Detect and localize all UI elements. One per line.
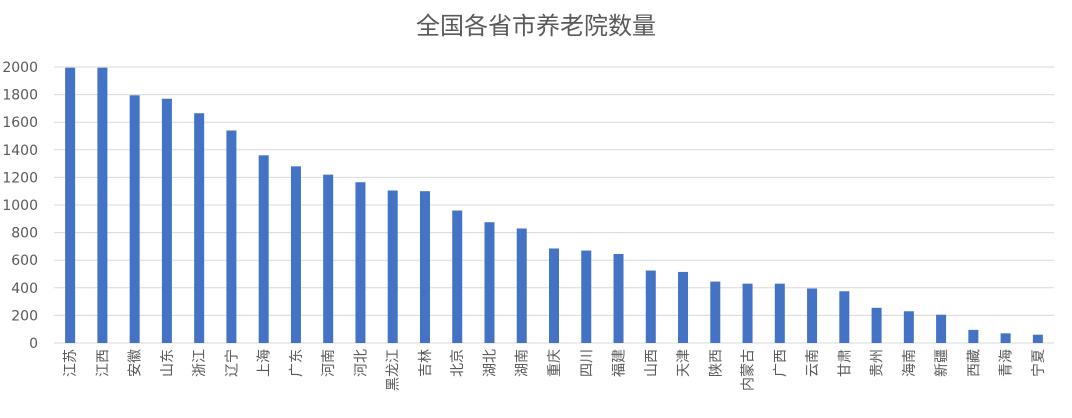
x-tick-label: 山东 (160, 349, 176, 377)
x-tick-label: 西藏 (966, 349, 982, 377)
x-tick-label: 重庆 (547, 349, 563, 377)
x-tick-label: 宁夏 (1030, 349, 1047, 377)
x-tick-label: 湖北 (482, 349, 498, 377)
y-tick-label: 1400 (2, 143, 38, 159)
y-tick-label: 600 (11, 253, 38, 269)
bar (871, 307, 882, 343)
y-tick-label: 2000 (2, 60, 38, 76)
x-tick-label: 辽宁 (223, 349, 240, 377)
bar (710, 281, 721, 343)
bar (258, 155, 269, 343)
x-tick-label: 天津 (676, 349, 692, 377)
bar (194, 113, 205, 343)
bar (129, 95, 140, 343)
bar (355, 182, 366, 343)
x-tick-label: 安徽 (128, 349, 144, 377)
x-tick-label: 四川 (579, 349, 595, 377)
x-tick-label: 上海 (257, 349, 273, 377)
x-tick-label: 北京 (450, 349, 466, 377)
x-tick-label: 广东 (289, 349, 305, 377)
x-tick-label: 甘肃 (837, 349, 853, 377)
y-tick-label: 200 (11, 308, 38, 324)
bar (323, 174, 334, 343)
bar (452, 210, 463, 343)
x-tick-label: 新疆 (934, 349, 950, 377)
x-tick-label: 江苏 (63, 349, 79, 377)
bar (161, 98, 172, 344)
bar (645, 270, 656, 343)
bar (226, 130, 237, 343)
bar (839, 291, 850, 343)
x-tick-label: 海南 (902, 349, 918, 377)
x-tick-label: 陕西 (708, 349, 724, 377)
bar (1000, 333, 1011, 343)
bar (968, 329, 979, 343)
bar (613, 253, 624, 343)
x-tick-label: 青海 (999, 349, 1015, 377)
y-tick-label: 1800 (2, 88, 38, 104)
x-axis-ticks: 江苏 江西 安徽 山东 浙江 辽宁 上海 广东 河南 河北 黑龙江 吉林 北京 湖北 湖南 重庆 四川 福建 山西天… (63, 349, 1047, 391)
x-tick-label: 浙江 (192, 349, 208, 377)
y-tick-label: 0 (29, 336, 38, 352)
x-tick-label: 广西 (773, 349, 789, 377)
x-tick-label: 贵州 (870, 349, 886, 377)
bar (581, 250, 592, 343)
bar (903, 311, 914, 343)
bar (387, 190, 398, 343)
bar (549, 248, 559, 343)
bar (516, 228, 527, 343)
x-tick-label: 河南 (321, 349, 337, 377)
x-tick-label: 山西 (644, 349, 660, 377)
chart-title: 全国各省市养老院数量 (416, 12, 656, 40)
x-tick-label: 吉林 (418, 349, 434, 377)
bar (97, 67, 108, 343)
bars (65, 67, 1043, 344)
x-tick-label: 福建 (612, 349, 628, 377)
y-tick-label: 1000 (2, 198, 38, 214)
bar (419, 191, 430, 343)
bar (1032, 334, 1043, 343)
x-tick-label: 内蒙古 (741, 349, 757, 391)
x-tick-label: 江西 (95, 349, 111, 377)
y-tick-label: 1200 (2, 170, 38, 186)
x-tick-label: 河北 (353, 349, 369, 377)
bar (742, 283, 753, 343)
x-tick-label: 黑龙江 (386, 349, 402, 391)
bar (484, 222, 495, 343)
y-tick-label: 800 (11, 226, 38, 242)
bar (936, 314, 947, 343)
y-tick-label: 400 (11, 281, 38, 297)
y-axis-ticks: 0 200 400 600 800 1000 1200 1400 1600 1800 2000 (2, 60, 38, 352)
bar (65, 67, 76, 343)
y-tick-label: 1600 (2, 115, 38, 131)
bar (678, 271, 689, 343)
bar (774, 283, 785, 343)
bar (290, 166, 301, 343)
bar (807, 288, 818, 343)
x-tick-label: 云南 (805, 349, 821, 377)
x-tick-label: 湖南 (515, 349, 531, 377)
